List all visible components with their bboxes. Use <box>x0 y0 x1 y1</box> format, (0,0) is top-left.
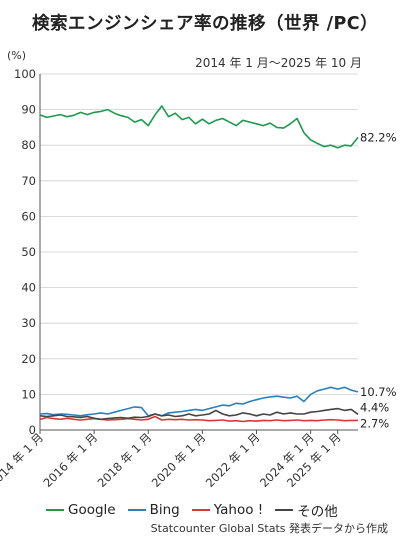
y-tick-label: 100 <box>14 67 36 81</box>
legend-swatch-bing <box>127 509 146 511</box>
chart-title: 検索エンジンシェア率の推移（世界 /PC） <box>32 14 379 34</box>
source-note: Statcounter Global Stats 発表データから作成 <box>150 522 388 535</box>
x-tick-label: 2022 年 1 月 <box>203 430 263 490</box>
series-lines <box>39 105 359 423</box>
legend-label-other: その他 <box>297 504 338 520</box>
legend-item-bing: Bing <box>127 500 180 520</box>
series-end-label: 2.7% <box>360 416 389 430</box>
y-tick-labels: 0 10 20 30 40 50 60 70 80 90 100 <box>14 67 36 437</box>
legend-label-google: Google <box>68 502 116 518</box>
series-end-label: 10.7% <box>360 385 397 399</box>
x-tick-label: 2020 年 1 月 <box>149 430 209 490</box>
chart-period: 2014 年 1 月〜2025 年 10 月 <box>195 56 362 70</box>
series-end-label: 82.2% <box>360 130 397 144</box>
y-tick-label: 20 <box>21 352 36 366</box>
y-axis-unit: (%) <box>7 49 27 62</box>
series-end-label: 4.4% <box>360 400 389 414</box>
y-tick-label: 90 <box>21 103 36 117</box>
legend-item-other: その他 <box>275 500 338 520</box>
x-tick-label: 2014 年 1 月 <box>0 430 46 490</box>
y-tick-label: 10 <box>21 387 36 401</box>
y-tick-label: 50 <box>21 245 36 259</box>
y-tick-label: 40 <box>21 281 36 295</box>
legend-swatch-yahoo <box>191 509 210 511</box>
series-line-1 <box>39 386 359 417</box>
y-tick-label: 60 <box>21 209 36 223</box>
legend-label-bing: Bing <box>149 502 180 518</box>
grid-lines <box>39 73 358 431</box>
legend-swatch-google <box>46 509 64 511</box>
y-tick-label: 0 <box>29 423 36 437</box>
series-line-3 <box>39 407 359 421</box>
series-line-0 <box>39 105 359 149</box>
x-tick-label: 2018 年 1 月 <box>95 430 155 490</box>
legend: Google Bing Yahoo ! その他 <box>46 500 338 520</box>
legend-swatch-other <box>275 509 294 511</box>
legend-item-yahoo: Yahoo ! <box>191 500 264 520</box>
legend-item-google: Google <box>46 500 116 520</box>
y-tick-label: 30 <box>21 316 36 330</box>
legend-label-yahoo: Yahoo ! <box>213 502 264 518</box>
y-tick-label: 70 <box>21 174 36 188</box>
x-tick-label: 2016 年 1 月 <box>40 430 100 490</box>
end-labels: 82.2% 10.7% 2.7% 4.4% <box>360 130 397 430</box>
y-tick-label: 80 <box>21 138 36 152</box>
